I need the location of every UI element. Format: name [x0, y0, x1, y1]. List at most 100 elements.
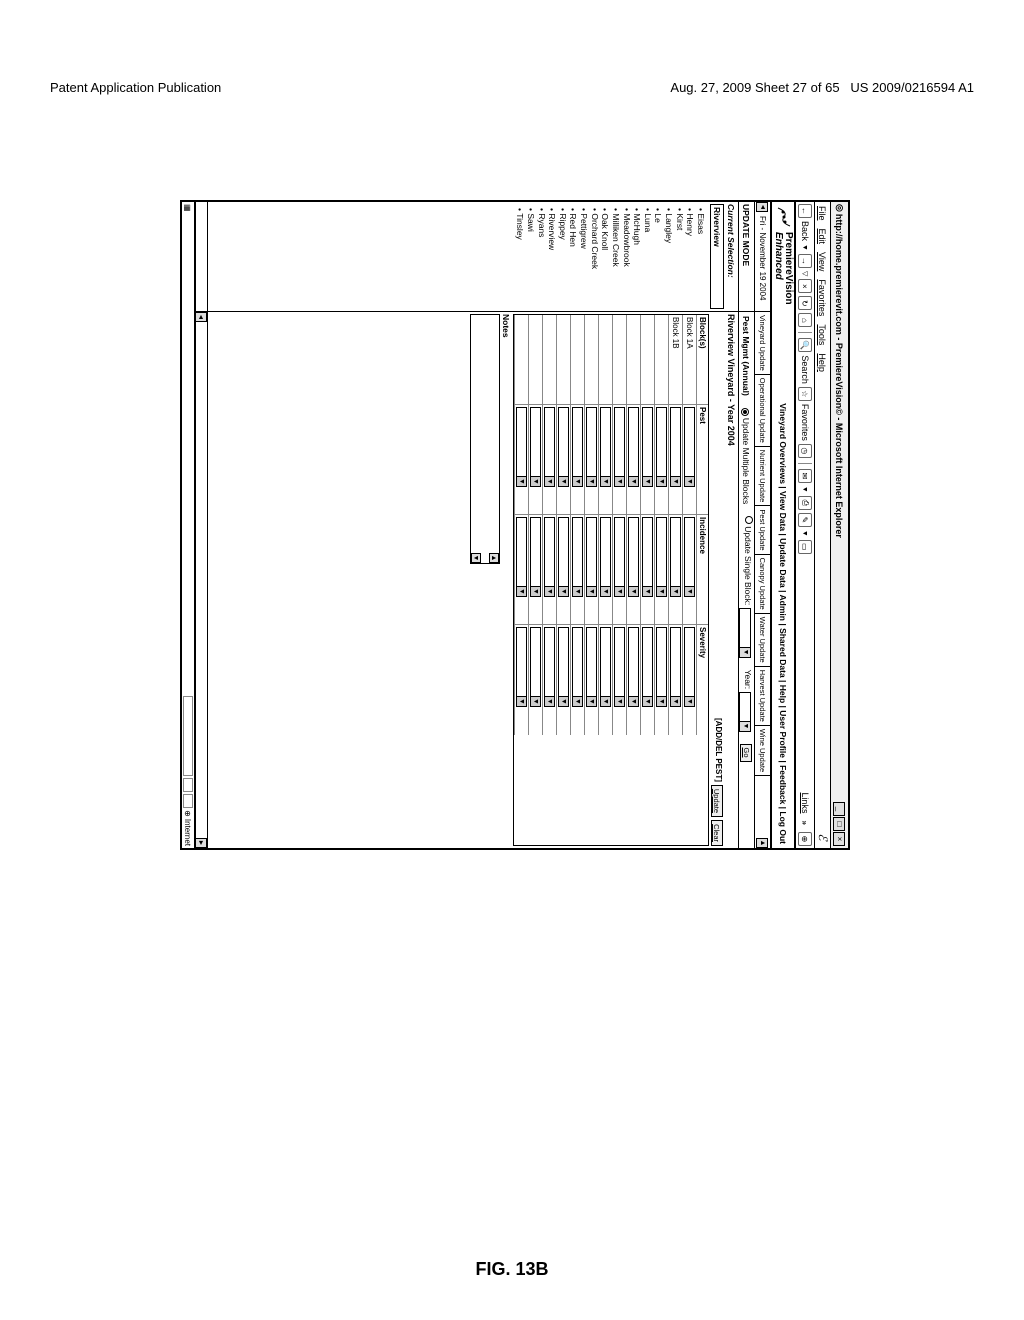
tab-harvest-update[interactable]: Harvest Update — [755, 667, 770, 726]
top-nav[interactable]: Vineyard Overviews | View Data | Update … — [778, 403, 788, 844]
pest-select[interactable]: ▼ — [642, 407, 653, 487]
year-select[interactable]: ▼ — [740, 692, 752, 732]
menu-edit[interactable]: Edit — [818, 229, 828, 245]
sidebar-item[interactable]: Luna — [642, 208, 653, 309]
sidebar-item[interactable]: Orchard Creek — [589, 208, 600, 309]
notes-scroll-up[interactable]: ▲ — [489, 553, 499, 563]
pest-select[interactable]: ▼ — [600, 407, 611, 487]
clear-button[interactable]: Clear — [711, 820, 723, 846]
update-button[interactable]: Update — [711, 785, 723, 817]
add-del-pest-link[interactable]: [ADD/DEL PEST] — [711, 718, 723, 782]
sidebar-item[interactable]: Sawi — [525, 208, 536, 309]
incidence-select[interactable]: ▼ — [572, 517, 583, 597]
pest-select[interactable]: ▼ — [530, 407, 541, 487]
menu-favorites[interactable]: Favorites — [818, 279, 828, 316]
pest-select[interactable]: ▼ — [586, 407, 597, 487]
tab-nutrient-update[interactable]: Nutrient Update — [755, 447, 770, 507]
incidence-select[interactable]: ▼ — [670, 517, 681, 597]
tab-operational-update[interactable]: Operational Update — [755, 375, 770, 447]
sidebar-item[interactable]: Kirst — [674, 208, 685, 309]
notes-scroll-down[interactable]: ▼ — [471, 553, 481, 563]
tab-water-update[interactable]: Water Update — [755, 614, 770, 667]
sidebar-item[interactable]: Milliken Creek — [610, 208, 621, 309]
tab-canopy-update[interactable]: Canopy Update — [755, 555, 770, 614]
sidebar-item[interactable]: Eisas — [695, 208, 706, 309]
pest-select[interactable]: ▼ — [544, 407, 555, 487]
tab-vineyard-update[interactable]: Vineyard Update — [755, 312, 770, 375]
menu-help[interactable]: Help — [818, 353, 828, 372]
sidebar-item[interactable]: Oak Knoll — [600, 208, 611, 309]
edit-icon[interactable]: ✎ — [798, 513, 812, 527]
incidence-select[interactable]: ▼ — [544, 517, 555, 597]
sidebar-item[interactable]: Riverview — [547, 208, 558, 309]
sidebar-item[interactable]: Pettigrew — [579, 208, 590, 309]
severity-select[interactable]: ▼ — [614, 627, 625, 707]
menu-file[interactable]: File — [818, 206, 828, 221]
favorites-icon[interactable]: ☆ — [798, 387, 812, 401]
hscroll-right[interactable]: ► — [195, 838, 207, 848]
sidebar-item[interactable]: Langley — [664, 208, 675, 309]
severity-select[interactable]: ▼ — [600, 627, 611, 707]
pest-select[interactable]: ▼ — [572, 407, 583, 487]
pest-select[interactable]: ▼ — [656, 407, 667, 487]
severity-select[interactable]: ▼ — [628, 627, 639, 707]
severity-select[interactable]: ▼ — [656, 627, 667, 707]
search-button[interactable]: Search — [800, 355, 810, 384]
severity-select[interactable]: ▼ — [684, 627, 695, 707]
severity-select[interactable]: ▼ — [642, 627, 653, 707]
sidebar-item[interactable]: Tinsley — [515, 208, 526, 309]
single-block-select[interactable]: ▼ — [740, 608, 752, 658]
maximize-button[interactable]: □ — [834, 817, 846, 831]
hscroll-left[interactable]: ◄ — [195, 312, 207, 322]
radio-single[interactable] — [746, 516, 754, 524]
date-scroll-left[interactable]: ◄ — [757, 202, 769, 212]
pest-select[interactable]: ▼ — [558, 407, 569, 487]
sidebar-item[interactable]: Rippey — [557, 208, 568, 309]
pest-select[interactable]: ▼ — [614, 407, 625, 487]
sidebar-item[interactable]: Le — [653, 208, 664, 309]
severity-select[interactable]: ▼ — [516, 627, 527, 707]
minimize-button[interactable]: _ — [834, 802, 846, 816]
favorites-button[interactable]: Favorites — [800, 404, 810, 441]
sidebar-item[interactable]: Henry — [685, 208, 696, 309]
history-icon[interactable]: ◷ — [798, 444, 812, 458]
print-icon[interactable]: ⎙ — [798, 496, 812, 510]
forward-icon[interactable]: → — [798, 254, 812, 268]
pest-select[interactable]: ▼ — [628, 407, 639, 487]
incidence-select[interactable]: ▼ — [586, 517, 597, 597]
hscrollbar[interactable]: ◄ ► — [196, 202, 208, 848]
incidence-select[interactable]: ▼ — [628, 517, 639, 597]
severity-select[interactable]: ▼ — [544, 627, 555, 707]
severity-select[interactable]: ▼ — [530, 627, 541, 707]
refresh-icon[interactable]: ↻ — [798, 296, 812, 310]
tab-pest-update[interactable]: Pest Update — [755, 506, 770, 554]
tab-wine-update[interactable]: Wine Update — [755, 726, 770, 776]
search-icon[interactable]: 🔍 — [798, 338, 812, 352]
pest-select[interactable]: ▼ — [670, 407, 681, 487]
mail-icon[interactable]: ✉ — [798, 469, 812, 483]
sidebar-item[interactable]: Ryans — [536, 208, 547, 309]
severity-select[interactable]: ▼ — [558, 627, 569, 707]
sidebar-item[interactable]: McHugh — [632, 208, 643, 309]
links-button[interactable]: Links — [800, 793, 810, 814]
incidence-select[interactable]: ▼ — [600, 517, 611, 597]
sidebar-item[interactable]: Meadowbrook — [621, 208, 632, 309]
incidence-select[interactable]: ▼ — [530, 517, 541, 597]
incidence-select[interactable]: ▼ — [614, 517, 625, 597]
pest-select[interactable]: ▼ — [516, 407, 527, 487]
menu-view[interactable]: View — [818, 252, 828, 271]
severity-select[interactable]: ▼ — [670, 627, 681, 707]
incidence-select[interactable]: ▼ — [642, 517, 653, 597]
stop-icon[interactable]: × — [798, 279, 812, 293]
incidence-select[interactable]: ▼ — [684, 517, 695, 597]
severity-select[interactable]: ▼ — [586, 627, 597, 707]
severity-select[interactable]: ▼ — [572, 627, 583, 707]
radio-multi[interactable] — [742, 408, 750, 416]
incidence-select[interactable]: ▼ — [656, 517, 667, 597]
go-button[interactable]: Go — [741, 744, 753, 762]
notes-textarea[interactable]: ▲ ▼ — [470, 314, 500, 564]
incidence-select[interactable]: ▼ — [558, 517, 569, 597]
close-button[interactable]: × — [834, 832, 846, 846]
tab-scroll-right[interactable]: ▲ — [757, 838, 769, 848]
menu-tools[interactable]: Tools — [818, 324, 828, 345]
